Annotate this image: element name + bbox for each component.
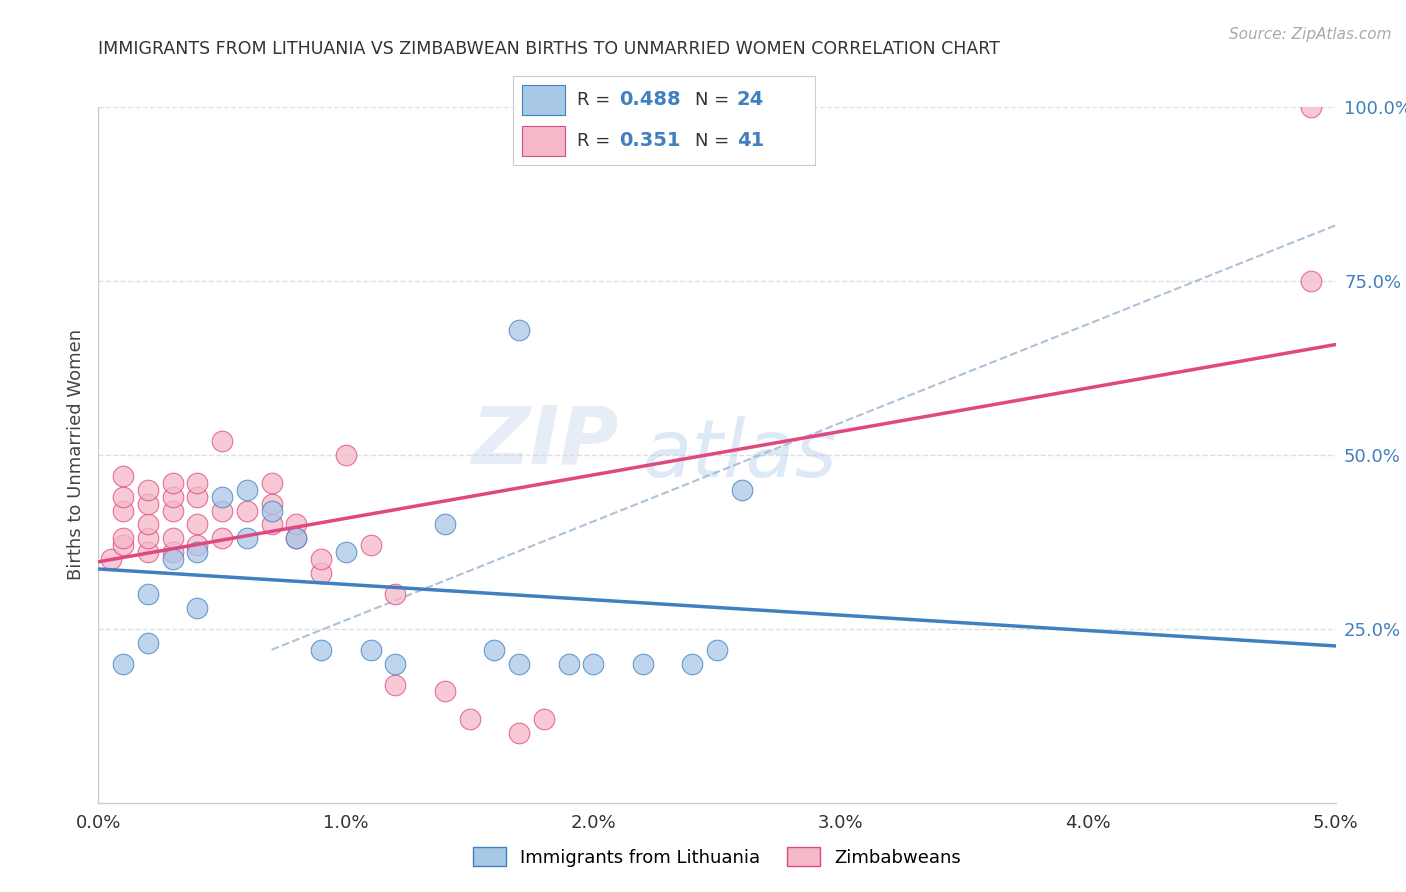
Point: [100, 552, 122, 566]
Point: [112, 468, 135, 483]
Point: [557, 657, 579, 671]
Text: ZIP: ZIP: [471, 402, 619, 480]
Point: [162, 552, 184, 566]
Point: [211, 490, 233, 504]
Point: [112, 538, 135, 552]
Point: [260, 517, 283, 532]
Point: [285, 517, 308, 532]
Point: [162, 503, 184, 517]
Point: [186, 517, 208, 532]
Y-axis label: Births to Unmarried Women: Births to Unmarried Women: [66, 329, 84, 581]
Point: [162, 545, 184, 559]
Point: [484, 642, 506, 657]
Text: N =: N =: [695, 91, 734, 109]
Text: R =: R =: [576, 132, 616, 150]
Point: [1299, 100, 1322, 114]
Point: [186, 490, 208, 504]
Point: [285, 532, 308, 546]
Point: [186, 545, 208, 559]
Point: [236, 483, 259, 497]
Point: [681, 657, 703, 671]
Point: [112, 490, 135, 504]
Point: [582, 657, 605, 671]
Point: [309, 642, 332, 657]
Point: [211, 503, 233, 517]
Point: [186, 538, 208, 552]
Point: [384, 587, 406, 601]
Point: [136, 587, 159, 601]
Point: [136, 497, 159, 511]
Point: [136, 483, 159, 497]
Point: [136, 545, 159, 559]
Point: [285, 532, 308, 546]
Point: [136, 517, 159, 532]
Point: [1299, 274, 1322, 288]
Text: 24: 24: [737, 90, 763, 110]
Text: N =: N =: [695, 132, 734, 150]
Point: [162, 532, 184, 546]
Point: [458, 712, 481, 726]
Point: [162, 490, 184, 504]
Text: Source: ZipAtlas.com: Source: ZipAtlas.com: [1229, 27, 1392, 42]
Point: [211, 434, 233, 448]
Point: [433, 517, 456, 532]
Point: [631, 657, 654, 671]
Point: [260, 497, 283, 511]
Point: [706, 642, 728, 657]
Point: [508, 657, 530, 671]
Point: [211, 532, 233, 546]
Text: 0.488: 0.488: [619, 90, 681, 110]
Point: [384, 677, 406, 691]
Point: [260, 475, 283, 490]
Text: 0.351: 0.351: [619, 131, 681, 151]
Point: [309, 552, 332, 566]
Point: [260, 503, 283, 517]
Legend: Immigrants from Lithuania, Zimbabweans: Immigrants from Lithuania, Zimbabweans: [465, 840, 969, 874]
Point: [508, 323, 530, 337]
Point: [335, 545, 357, 559]
Point: [360, 538, 382, 552]
Point: [186, 475, 208, 490]
Point: [136, 636, 159, 650]
Point: [335, 448, 357, 462]
Text: IMMIGRANTS FROM LITHUANIA VS ZIMBABWEAN BIRTHS TO UNMARRIED WOMEN CORRELATION CH: IMMIGRANTS FROM LITHUANIA VS ZIMBABWEAN …: [98, 40, 1000, 58]
Point: [731, 483, 754, 497]
Point: [136, 532, 159, 546]
Point: [236, 503, 259, 517]
Point: [508, 726, 530, 740]
Point: [236, 532, 259, 546]
FancyBboxPatch shape: [522, 126, 565, 156]
Point: [186, 601, 208, 615]
Point: [112, 503, 135, 517]
Point: [309, 566, 332, 581]
Text: atlas: atlas: [643, 416, 838, 494]
Point: [384, 657, 406, 671]
Point: [112, 657, 135, 671]
Point: [533, 712, 555, 726]
Text: 41: 41: [737, 131, 763, 151]
Point: [360, 642, 382, 657]
Point: [162, 475, 184, 490]
Point: [433, 684, 456, 698]
FancyBboxPatch shape: [522, 85, 565, 115]
Point: [112, 532, 135, 546]
Text: R =: R =: [576, 91, 616, 109]
